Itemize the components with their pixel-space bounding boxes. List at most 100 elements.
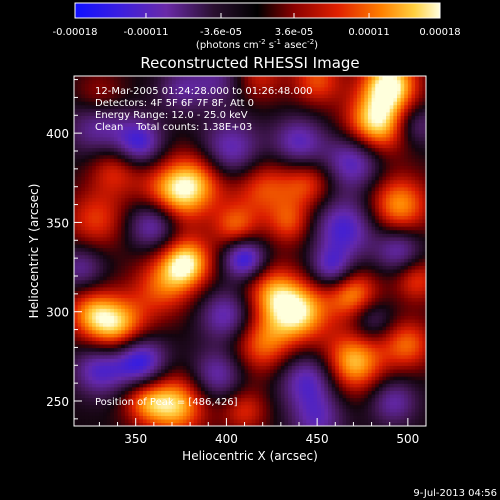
heatmap-cell xyxy=(280,361,286,366)
heatmap-cell xyxy=(259,315,264,320)
heatmap-cell xyxy=(74,361,79,366)
heatmap-cell xyxy=(215,301,220,306)
heatmap-cell xyxy=(237,322,242,327)
heatmap-cell xyxy=(201,311,206,316)
heatmap-cell xyxy=(179,261,184,266)
heatmap-cell xyxy=(335,361,340,366)
heatmap-cell xyxy=(288,311,293,316)
heatmap-cell xyxy=(360,333,365,338)
heatmap-cell xyxy=(389,297,394,302)
heatmap-cell xyxy=(77,329,82,334)
heatmap-cell xyxy=(280,404,286,409)
heatmap-cell xyxy=(331,311,336,316)
heatmap-cell xyxy=(157,376,162,381)
heatmap-cell xyxy=(171,265,177,270)
heatmap-cell xyxy=(237,311,242,316)
heatmap-cell xyxy=(349,372,355,377)
heatmap-cell xyxy=(262,272,267,277)
heatmap-cell xyxy=(331,293,336,299)
heatmap-cell xyxy=(146,243,151,249)
heatmap-cell xyxy=(328,383,333,388)
heatmap-cell xyxy=(342,340,347,345)
heatmap-cell xyxy=(298,368,304,374)
heatmap-cell xyxy=(139,365,144,370)
heatmap-cell xyxy=(324,340,329,345)
heatmap-cell xyxy=(378,247,384,252)
heatmap-cell xyxy=(302,376,307,381)
heatmap-cell xyxy=(248,258,253,263)
heatmap-cell xyxy=(313,265,318,270)
heatmap-cell xyxy=(389,308,394,313)
heatmap-cell xyxy=(193,343,198,349)
heatmap-cell xyxy=(153,422,159,426)
heatmap-cell xyxy=(88,393,93,399)
heatmap-cell xyxy=(197,351,202,356)
heatmap-cell xyxy=(248,336,253,341)
heatmap-cell xyxy=(367,411,373,416)
heatmap-cell xyxy=(211,411,217,416)
heatmap-cell xyxy=(186,383,191,388)
heatmap-cell xyxy=(244,411,249,416)
heatmap-cell xyxy=(233,376,238,381)
heatmap-cell xyxy=(284,343,289,349)
heatmap-cell xyxy=(389,290,394,295)
heatmap-cell xyxy=(357,340,362,345)
heatmap-cell xyxy=(124,247,130,252)
heatmap-cell xyxy=(280,365,286,370)
heatmap-cell xyxy=(375,336,380,341)
heatmap-cell xyxy=(74,326,79,331)
heatmap-cell xyxy=(201,254,206,259)
heatmap-cell xyxy=(364,361,369,366)
heatmap-cell xyxy=(124,311,130,316)
heatmap-cell xyxy=(422,293,426,299)
heatmap-cell xyxy=(364,283,369,288)
heatmap-cell xyxy=(233,347,238,352)
heatmap-cell xyxy=(422,351,426,356)
heatmap-cell xyxy=(190,240,195,245)
heatmap-cell xyxy=(171,254,177,259)
heatmap-cell xyxy=(197,336,202,341)
heatmap-cell xyxy=(273,411,278,416)
heatmap-cell xyxy=(302,418,307,424)
heatmap-cell xyxy=(280,254,286,259)
heatmap-cell xyxy=(139,247,144,252)
heatmap-cell xyxy=(168,243,173,249)
heatmap-cell xyxy=(208,408,213,413)
heatmap-cell xyxy=(248,379,253,384)
heatmap-cell xyxy=(338,283,344,288)
heatmap-cell xyxy=(411,276,416,281)
heatmap-cell xyxy=(309,272,315,277)
heatmap-cell xyxy=(418,311,423,316)
heatmap-cell xyxy=(182,408,188,413)
heatmap-cell xyxy=(139,293,144,299)
heatmap-cell xyxy=(168,290,173,295)
heatmap-cell xyxy=(349,361,355,366)
heatmap-cell xyxy=(135,276,140,281)
heatmap-cell xyxy=(139,422,144,426)
heatmap-cell xyxy=(219,268,224,274)
heatmap-cell xyxy=(273,272,278,277)
heatmap-cell xyxy=(295,354,300,359)
heatmap-cell xyxy=(386,376,391,381)
heatmap-cell xyxy=(411,390,416,395)
heatmap-cell xyxy=(367,390,373,395)
heatmap-cell xyxy=(324,397,329,402)
heatmap-cell xyxy=(84,393,90,399)
heatmap-cell xyxy=(400,379,405,384)
heatmap-cell xyxy=(291,297,296,302)
heatmap-cell xyxy=(371,386,376,391)
heatmap-cell xyxy=(161,383,166,388)
heatmap-cell xyxy=(95,415,100,420)
heatmap-cell xyxy=(106,372,111,377)
heatmap-cell xyxy=(74,293,79,299)
heatmap-cell xyxy=(386,390,391,395)
heatmap-cell xyxy=(168,301,173,306)
heatmap-cell xyxy=(171,297,177,302)
heatmap-cell xyxy=(128,247,133,252)
heatmap-cell xyxy=(375,247,380,252)
heatmap-cell xyxy=(389,383,394,388)
heatmap-cell xyxy=(338,372,344,377)
heatmap-cell xyxy=(400,251,405,256)
heatmap-cell xyxy=(208,379,213,384)
heatmap-cell xyxy=(193,247,198,252)
